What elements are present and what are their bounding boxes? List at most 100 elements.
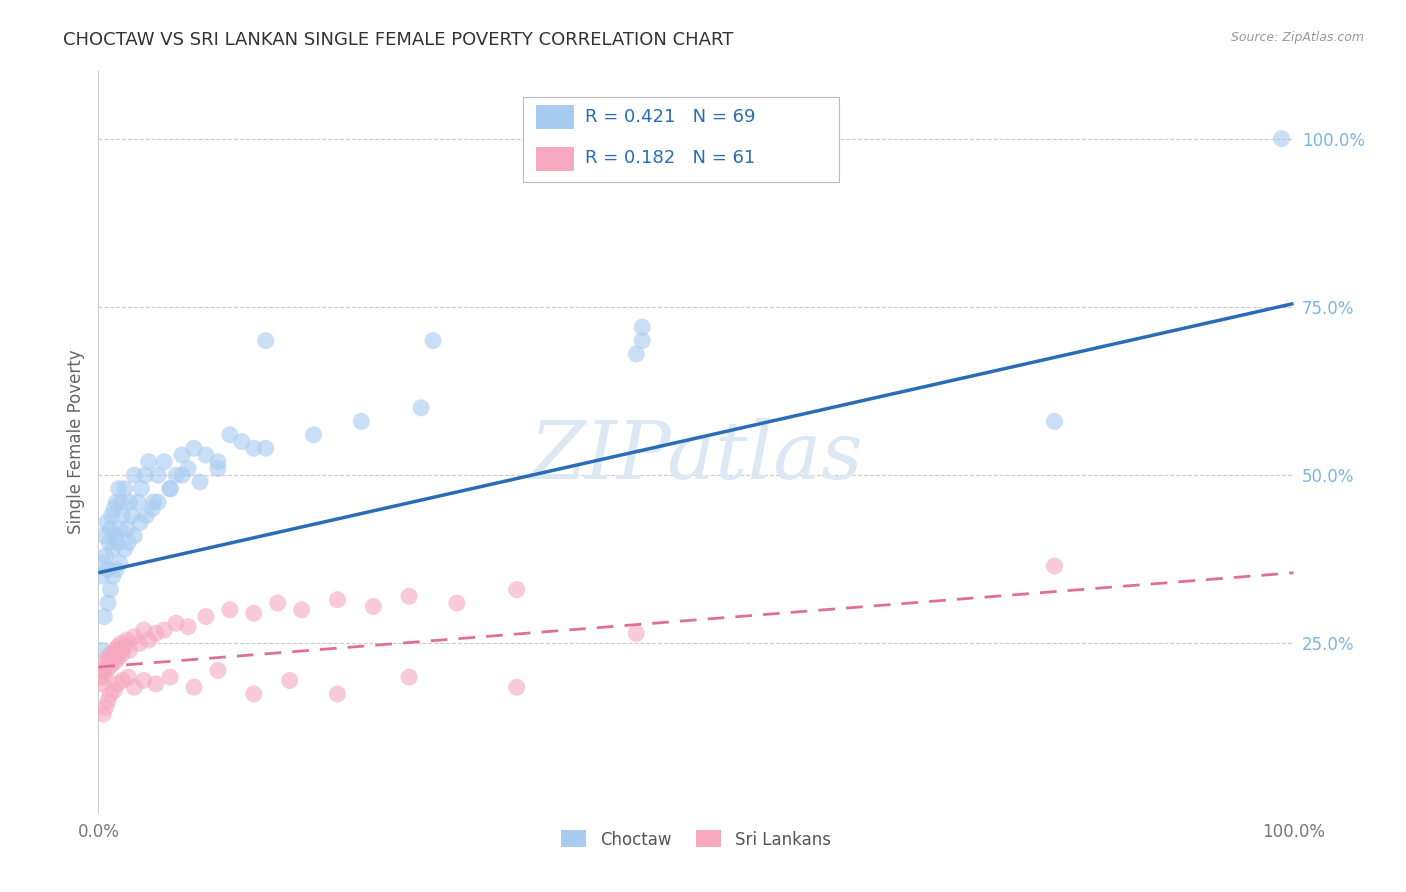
Point	[97, 694, 120, 708]
Point	[98, 653, 122, 667]
Point	[118, 643, 141, 657]
Point	[1043, 559, 1066, 574]
Point	[243, 442, 266, 456]
Point	[159, 482, 181, 496]
Point	[111, 647, 134, 661]
Legend: Choctaw, Sri Lankans: Choctaw, Sri Lankans	[555, 823, 837, 855]
Point	[104, 643, 127, 657]
FancyBboxPatch shape	[536, 105, 574, 129]
Point	[129, 516, 152, 530]
Point	[231, 434, 253, 449]
FancyBboxPatch shape	[523, 97, 839, 183]
Point	[98, 582, 122, 597]
Point	[101, 569, 124, 583]
Y-axis label: Single Female Poverty: Single Female Poverty	[66, 350, 84, 533]
Point	[114, 482, 136, 496]
FancyBboxPatch shape	[536, 147, 574, 170]
Point	[101, 657, 124, 671]
Point	[101, 542, 124, 557]
Point	[291, 603, 314, 617]
Point	[626, 347, 648, 361]
Point	[243, 606, 266, 620]
Point	[398, 670, 420, 684]
Point	[141, 501, 163, 516]
Point	[138, 633, 160, 648]
Point	[93, 529, 115, 543]
Point	[98, 522, 122, 536]
Point	[326, 592, 349, 607]
Point	[153, 623, 176, 637]
Point	[94, 549, 117, 563]
Point	[142, 495, 165, 509]
Point	[91, 707, 114, 722]
Text: Source: ZipAtlas.com: Source: ZipAtlas.com	[1230, 31, 1364, 45]
Point	[267, 596, 290, 610]
Point	[207, 461, 229, 475]
Point	[124, 680, 146, 694]
Point	[135, 508, 157, 523]
Point	[127, 495, 149, 509]
Point	[207, 664, 229, 678]
Point	[115, 522, 138, 536]
Point	[363, 599, 385, 614]
Point	[138, 455, 160, 469]
Point	[398, 590, 420, 604]
Point	[243, 687, 266, 701]
Point	[506, 680, 529, 694]
Point	[350, 414, 373, 428]
Point	[159, 482, 181, 496]
Point	[148, 495, 170, 509]
Point	[107, 649, 129, 664]
Point	[97, 649, 120, 664]
Point	[96, 664, 118, 678]
Point	[107, 677, 129, 691]
Point	[128, 636, 150, 650]
Point	[111, 673, 134, 688]
Point	[100, 647, 122, 661]
Point	[124, 630, 146, 644]
Point	[107, 482, 129, 496]
Point	[110, 495, 132, 509]
Point	[165, 468, 187, 483]
Point	[132, 673, 155, 688]
Point	[422, 334, 444, 348]
Point	[97, 596, 120, 610]
Point	[91, 677, 114, 691]
Point	[105, 653, 128, 667]
Point	[506, 582, 529, 597]
Point	[103, 683, 125, 698]
Point	[254, 442, 277, 456]
Point	[207, 455, 229, 469]
Point	[626, 626, 648, 640]
Point	[94, 700, 117, 714]
Point	[219, 603, 242, 617]
Point	[98, 660, 121, 674]
Point	[219, 427, 242, 442]
Point	[104, 529, 127, 543]
Point	[134, 468, 156, 483]
Point	[117, 535, 139, 549]
Point	[188, 475, 211, 489]
Point	[103, 649, 125, 664]
Point	[177, 619, 200, 633]
Point	[91, 643, 114, 657]
Point	[108, 522, 131, 536]
Point	[326, 687, 349, 701]
Point	[94, 657, 117, 671]
Point	[165, 616, 187, 631]
Point	[90, 670, 112, 684]
Point	[114, 542, 136, 557]
Point	[121, 508, 143, 523]
Point	[254, 334, 277, 348]
Point	[111, 508, 134, 523]
Text: R = 0.421   N = 69: R = 0.421 N = 69	[585, 108, 755, 126]
Point	[145, 677, 167, 691]
Point	[96, 516, 118, 530]
Point	[183, 680, 205, 694]
Point	[195, 609, 218, 624]
Point	[103, 501, 125, 516]
Point	[183, 442, 205, 456]
Point	[118, 495, 141, 509]
Point	[107, 640, 129, 654]
Point	[124, 529, 146, 543]
